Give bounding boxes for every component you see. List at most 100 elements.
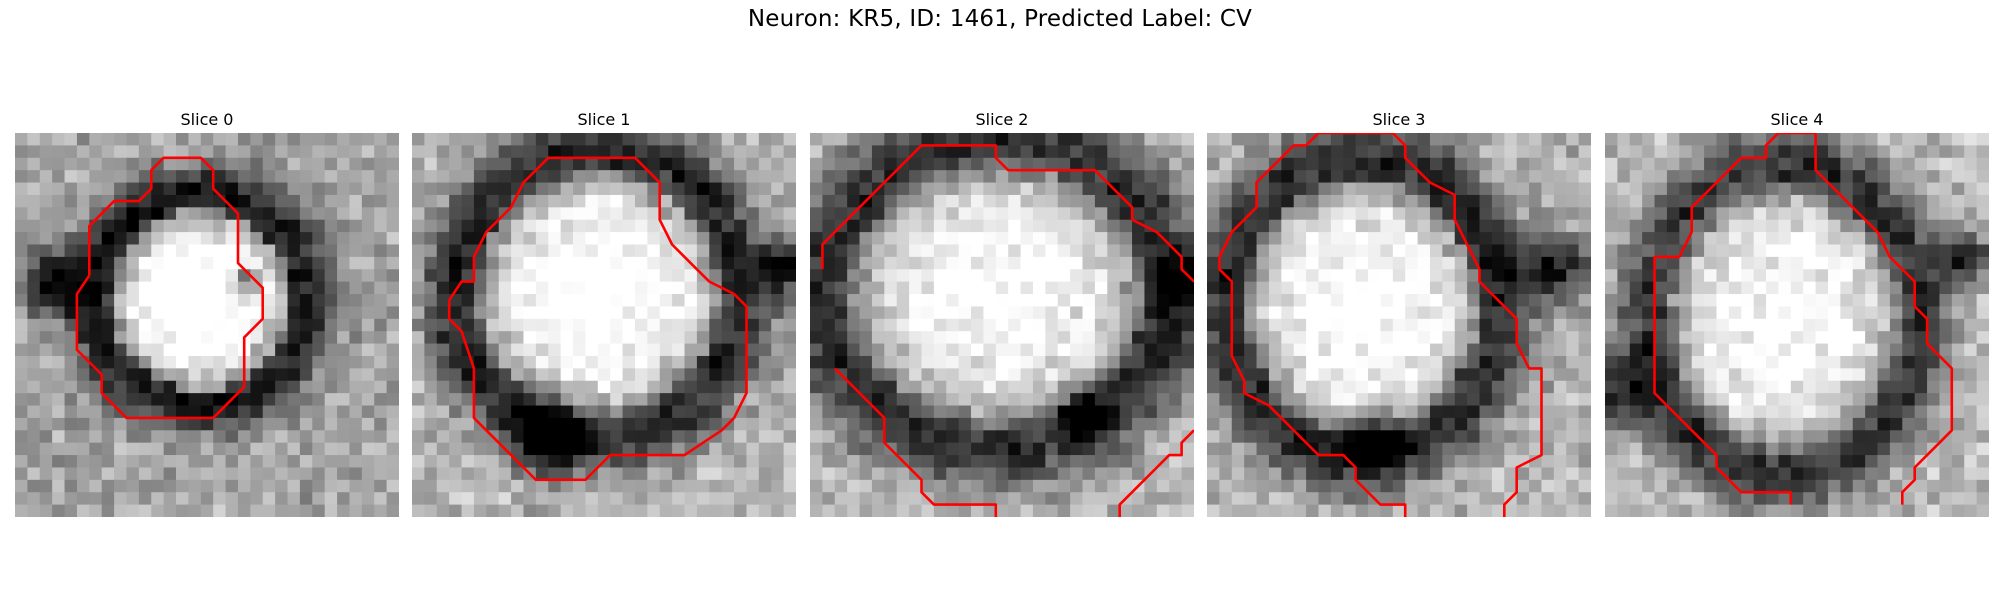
pixel [983,467,997,481]
pixel [1181,157,1194,171]
pixel [225,306,239,320]
pixel [1405,504,1418,517]
pixel [176,281,189,295]
pixel [1082,405,1096,419]
pixel [909,133,922,146]
pixel [647,467,661,481]
pixel [101,355,115,369]
pixel [1566,504,1580,517]
pixel [1927,219,1940,233]
pixel [983,492,997,506]
pixel [1156,244,1170,258]
pixel [1330,417,1344,431]
pixel [884,331,898,344]
pixel [597,269,611,283]
pixel [361,455,375,468]
pixel [15,256,28,270]
pixel [1144,405,1158,419]
pixel [1132,133,1145,146]
pixel [1491,380,1505,394]
pixel [473,219,487,233]
pixel [1803,194,1816,208]
pixel [634,405,648,419]
pixel [672,417,685,431]
pixel [1778,393,1792,406]
pixel [213,219,226,233]
pixel [1877,479,1891,493]
pixel [1032,455,1046,468]
pixel [709,380,723,394]
pixel [1642,355,1655,369]
pixel [896,331,910,344]
pixel [52,355,65,369]
pixel [324,281,338,295]
pixel [225,269,239,283]
pixel [946,331,960,344]
pixel [995,256,1009,270]
pixel [1057,145,1071,159]
pixel [1219,393,1233,406]
pixel [1107,430,1121,444]
pixel [1070,145,1083,159]
pixel [76,170,90,183]
pixel [1778,244,1792,258]
pixel [262,232,276,245]
pixel [89,145,103,159]
pixel [1642,393,1655,406]
pixel [1728,393,1742,406]
pixel [1964,380,1978,394]
pixel [138,306,152,320]
pixel [1927,133,1940,146]
pixel [1132,194,1145,208]
pixel [1951,306,1965,320]
pixel [15,479,28,493]
pixel [1268,170,1282,183]
pixel [758,430,772,444]
pixel [312,417,326,431]
pixel [1094,194,1108,208]
pixel [1666,133,1680,146]
pixel [1840,133,1854,146]
pixel [1889,244,1903,258]
pixel [287,232,301,245]
pixel [275,504,288,517]
pixel [810,343,823,357]
pixel [921,331,935,344]
pixel [721,256,735,270]
pixel [1803,281,1816,295]
pixel [859,380,873,394]
pixel [337,355,350,369]
pixel [746,455,760,468]
pixel [1429,417,1443,431]
pixel [1020,368,1034,382]
pixel [1479,133,1493,146]
pixel [1578,455,1591,468]
pixel [237,157,251,171]
pixel [1330,479,1344,493]
slice-0-canvas [15,133,399,517]
pixel [27,232,41,245]
pixel [275,479,288,493]
pixel [1020,133,1034,146]
pixel [523,430,537,444]
pixel [1902,430,1916,444]
pixel [225,157,239,171]
pixel [138,232,152,245]
pixel [1070,380,1083,394]
pixel [337,492,350,506]
pixel [921,479,935,493]
pixel [126,417,140,431]
pixel [1889,405,1903,419]
pixel [386,492,399,506]
pixel [1566,455,1580,468]
pixel [1479,170,1493,183]
pixel [163,306,177,320]
pixel [1716,430,1730,444]
pixel [1169,331,1183,344]
pixel [1865,504,1878,517]
pixel [1529,380,1542,394]
pixel [361,182,375,196]
pixel [1827,442,1841,456]
pixel [1244,244,1257,258]
pixel [1964,417,1978,431]
